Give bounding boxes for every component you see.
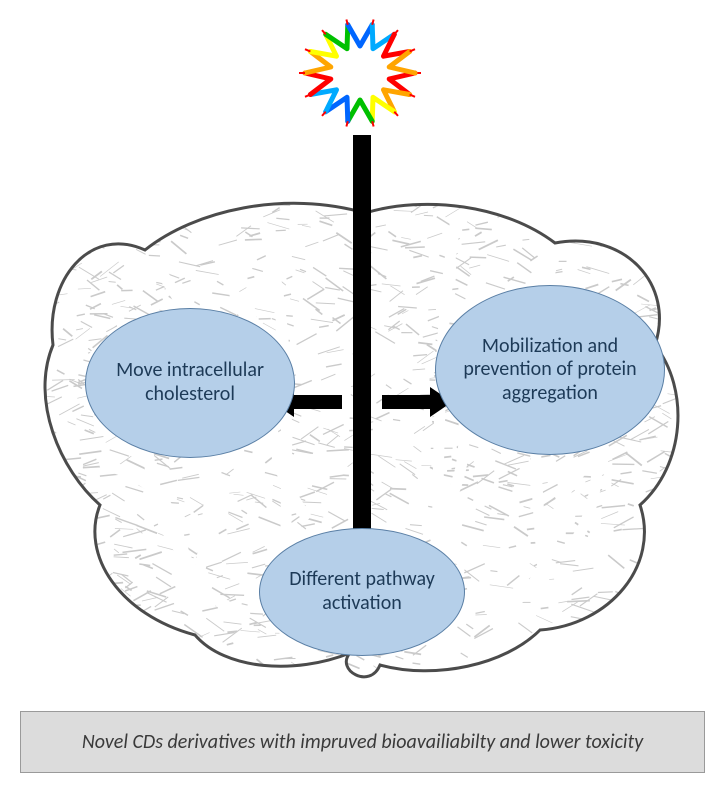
ellipse-label: Move intracellular cholesterol <box>104 359 276 406</box>
ellipse-protein-aggregation: Mobilization and prevention of protein a… <box>435 285 665 455</box>
ellipse-label: Mobilization and prevention of protein a… <box>454 335 646 406</box>
arrow-down-main <box>337 135 387 575</box>
ellipse-move-cholesterol: Move intracellular cholesterol <box>85 308 295 458</box>
diagram-canvas: { "type": "infographic", "background_col… <box>0 0 723 791</box>
ellipse-pathway-activation: Different pathway activation <box>259 528 465 656</box>
ellipse-label: Different pathway activation <box>278 568 446 615</box>
caption-text: Novel CDs derivatives with impruved bioa… <box>82 730 643 754</box>
caption-box: Novel CDs derivatives with impruved bioa… <box>20 711 705 773</box>
arrow-left-right <box>272 387 452 417</box>
cyclodextrin-molecule-icon <box>295 8 425 133</box>
